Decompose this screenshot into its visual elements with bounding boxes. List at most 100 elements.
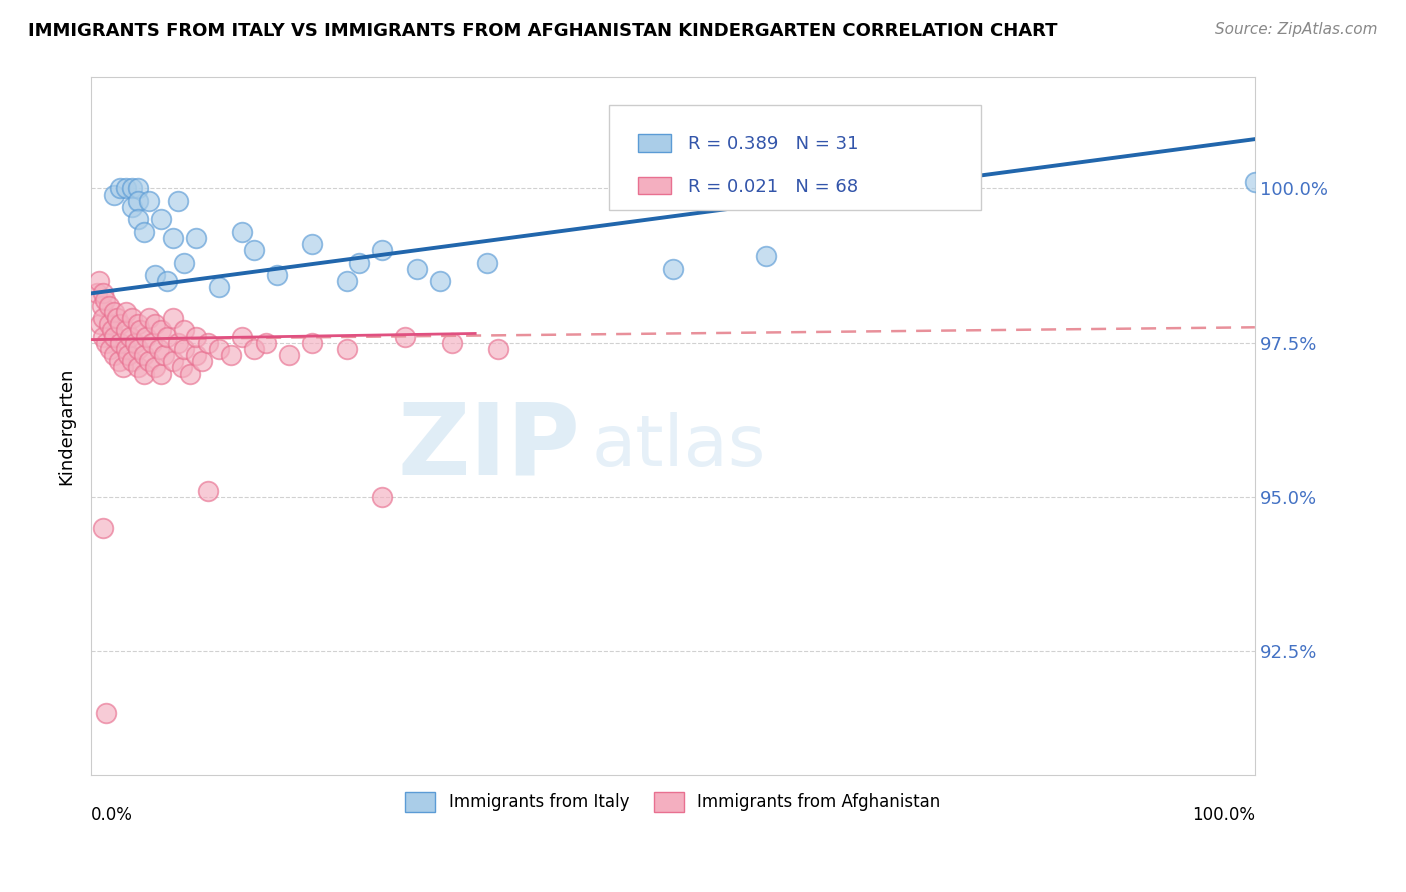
Point	[266, 268, 288, 282]
Point	[173, 255, 195, 269]
Point	[91, 311, 114, 326]
Point	[149, 367, 172, 381]
Text: 0.0%: 0.0%	[91, 806, 134, 824]
Point	[96, 706, 118, 720]
Point	[132, 367, 155, 381]
Point	[138, 311, 160, 326]
Point	[127, 212, 149, 227]
Point	[91, 286, 114, 301]
Point	[143, 317, 166, 331]
Point	[184, 329, 207, 343]
Point	[127, 342, 149, 356]
Point	[103, 329, 125, 343]
Point	[111, 360, 134, 375]
Point	[336, 342, 359, 356]
Point	[138, 354, 160, 368]
Point	[143, 360, 166, 375]
Point	[103, 348, 125, 362]
Point	[475, 255, 498, 269]
Point	[208, 342, 231, 356]
Point	[162, 354, 184, 368]
Point	[336, 274, 359, 288]
Point	[96, 335, 118, 350]
Point	[197, 335, 219, 350]
Point	[90, 299, 112, 313]
Point	[371, 490, 394, 504]
Text: IMMIGRANTS FROM ITALY VS IMMIGRANTS FROM AFGHANISTAN KINDERGARTEN CORRELATION CH: IMMIGRANTS FROM ITALY VS IMMIGRANTS FROM…	[28, 22, 1057, 40]
Point	[173, 323, 195, 337]
Point	[135, 329, 157, 343]
Point	[138, 194, 160, 208]
Point	[143, 268, 166, 282]
Point	[347, 255, 370, 269]
Point	[231, 225, 253, 239]
Point	[440, 335, 463, 350]
Point	[110, 181, 132, 195]
FancyBboxPatch shape	[638, 177, 671, 194]
Text: 100.0%: 100.0%	[1192, 806, 1256, 824]
Point	[190, 354, 212, 368]
Point	[132, 348, 155, 362]
Point	[141, 335, 163, 350]
Point	[124, 335, 146, 350]
Point	[86, 286, 108, 301]
Point	[97, 299, 120, 313]
Point	[91, 329, 114, 343]
Point	[173, 342, 195, 356]
Point	[662, 261, 685, 276]
Point	[108, 354, 131, 368]
FancyBboxPatch shape	[638, 135, 671, 152]
Point	[755, 249, 778, 263]
Point	[243, 342, 266, 356]
Point	[101, 323, 124, 337]
Point	[170, 360, 193, 375]
Point	[278, 348, 301, 362]
Point	[110, 335, 132, 350]
Point	[94, 293, 117, 307]
Point	[394, 329, 416, 343]
Point	[117, 348, 139, 362]
Point	[197, 483, 219, 498]
Point	[98, 342, 121, 356]
Point	[149, 323, 172, 337]
Point	[89, 274, 111, 288]
Text: Source: ZipAtlas.com: Source: ZipAtlas.com	[1215, 22, 1378, 37]
Point	[115, 305, 138, 319]
Point	[103, 187, 125, 202]
Point	[219, 348, 242, 362]
Point	[156, 274, 179, 288]
Point	[184, 348, 207, 362]
Point	[488, 342, 510, 356]
Legend: Immigrants from Italy, Immigrants from Afghanistan: Immigrants from Italy, Immigrants from A…	[399, 785, 948, 819]
Point	[91, 521, 114, 535]
Point	[1244, 175, 1267, 189]
Point	[149, 212, 172, 227]
Point	[127, 317, 149, 331]
Point	[127, 181, 149, 195]
Point	[97, 317, 120, 331]
Point	[121, 311, 143, 326]
Point	[429, 274, 451, 288]
Point	[208, 280, 231, 294]
Y-axis label: Kindergarten: Kindergarten	[58, 368, 75, 484]
Point	[121, 354, 143, 368]
Point	[121, 181, 143, 195]
Point	[127, 194, 149, 208]
Text: R = 0.021   N = 68: R = 0.021 N = 68	[688, 178, 858, 195]
Text: R = 0.389   N = 31: R = 0.389 N = 31	[688, 135, 859, 153]
Point	[301, 335, 323, 350]
FancyBboxPatch shape	[609, 105, 981, 210]
Point	[162, 231, 184, 245]
Point	[254, 335, 277, 350]
Point	[115, 342, 138, 356]
Point	[105, 311, 128, 326]
Point	[148, 342, 170, 356]
Point	[115, 323, 138, 337]
Point	[110, 317, 132, 331]
Point	[156, 329, 179, 343]
Point	[301, 237, 323, 252]
Point	[243, 243, 266, 257]
Point	[231, 329, 253, 343]
Point	[184, 231, 207, 245]
Point	[167, 194, 190, 208]
